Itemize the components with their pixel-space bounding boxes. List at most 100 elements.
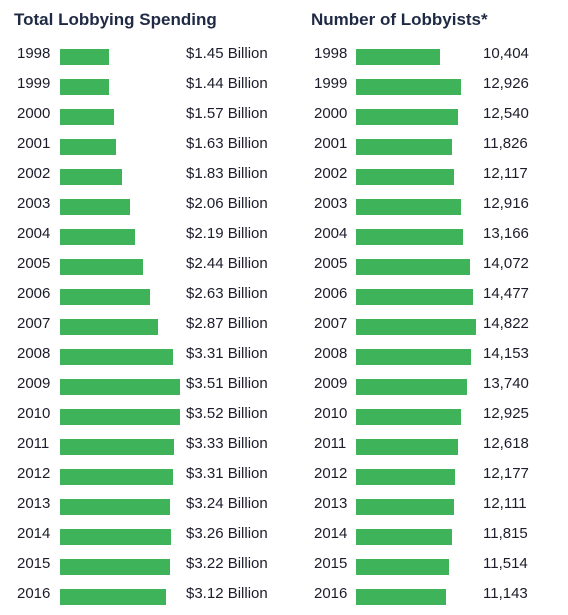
- value-label: 12,926: [483, 75, 529, 92]
- value-label: $2.87 Billion: [186, 315, 268, 332]
- bar-row: 2016 11,143: [300, 581, 568, 611]
- bar-row: 2015 11,514: [300, 551, 568, 581]
- chart-title: Total Lobbying Spending: [14, 10, 217, 29]
- bar-row: 2001 11,826: [300, 131, 568, 161]
- bar-row: 2009 $3.51 Billion: [0, 371, 290, 401]
- bar-row: 1999 $1.44 Billion: [0, 71, 290, 101]
- value-label: $1.44 Billion: [186, 75, 268, 92]
- bar: [60, 259, 143, 275]
- bar: [60, 529, 171, 545]
- bar: [356, 319, 476, 335]
- value-label: $3.22 Billion: [186, 555, 268, 572]
- year-label: 2006: [314, 285, 348, 302]
- year-label: 2005: [314, 255, 348, 272]
- year-label: 2005: [17, 255, 51, 272]
- bar: [60, 199, 130, 215]
- value-label: $1.45 Billion: [186, 45, 268, 62]
- bar-row: 2007 14,822: [300, 311, 568, 341]
- year-label: 2014: [17, 525, 51, 542]
- bar: [60, 229, 135, 245]
- year-label: 2001: [17, 135, 51, 152]
- bar-row: 2000 12,540: [300, 101, 568, 131]
- bar: [60, 169, 122, 185]
- value-label: $3.31 Billion: [186, 345, 268, 362]
- value-label: 12,111: [483, 495, 527, 512]
- bar-row: 2016 $3.12 Billion: [0, 581, 290, 611]
- bar: [60, 79, 109, 95]
- bar: [356, 169, 454, 185]
- bar-rows: 1998 $1.45 Billion 1999 $1.44 Billion 2000 $1…: [0, 45, 290, 611]
- year-label: 2003: [314, 195, 348, 212]
- bar-row: 2005 14,072: [300, 251, 568, 281]
- year-label: 2004: [314, 225, 348, 242]
- bar: [60, 469, 173, 485]
- year-label: 1999: [314, 75, 348, 92]
- value-label: $1.83 Billion: [186, 165, 268, 182]
- value-label: $2.63 Billion: [186, 285, 268, 302]
- year-label: 1998: [314, 45, 348, 62]
- bar-row: 2004 13,166: [300, 221, 568, 251]
- lobbyists-chart: Number of Lobbyists* 1998 10,404 1999 12,92…: [300, 0, 568, 615]
- value-label: 12,177: [483, 465, 529, 482]
- year-label: 2009: [17, 375, 51, 392]
- year-label: 2007: [314, 315, 348, 332]
- year-label: 2010: [314, 405, 348, 422]
- bar: [60, 409, 180, 425]
- year-label: 2008: [314, 345, 348, 362]
- value-label: $3.12 Billion: [186, 585, 268, 602]
- value-label: 14,153: [483, 345, 529, 362]
- bar-row: 1999 12,926: [300, 71, 568, 101]
- year-label: 2011: [314, 435, 347, 452]
- year-label: 2010: [17, 405, 51, 422]
- bar-row: 2015 $3.22 Billion: [0, 551, 290, 581]
- bar: [356, 109, 458, 125]
- bar: [60, 559, 170, 575]
- bar-row: 1998 10,404: [300, 41, 568, 71]
- value-label: 12,117: [483, 165, 528, 182]
- value-label: $3.52 Billion: [186, 405, 268, 422]
- bar-rows: 1998 10,404 1999 12,926 2000 12,540 2001 11,826…: [300, 0, 568, 615]
- bar-row: 2001 $1.63 Billion: [0, 131, 290, 161]
- value-label: 13,740: [483, 375, 529, 392]
- bar: [356, 559, 449, 575]
- year-label: 2003: [17, 195, 51, 212]
- value-label: 12,618: [483, 435, 529, 452]
- year-label: 2009: [314, 375, 348, 392]
- bar-row: 2007 $2.87 Billion: [0, 311, 290, 341]
- value-label: 11,826: [483, 135, 528, 152]
- bar: [356, 439, 458, 455]
- year-label: 2015: [17, 555, 51, 572]
- bar: [60, 349, 173, 365]
- bar: [60, 319, 158, 335]
- bar-row: 2013 $3.24 Billion: [0, 491, 290, 521]
- value-label: $2.19 Billion: [186, 225, 268, 242]
- value-label: 12,540: [483, 105, 529, 122]
- bar-row: 2002 12,117: [300, 161, 568, 191]
- bar-row: 2014 11,815: [300, 521, 568, 551]
- bar-row: 2002 $1.83 Billion: [0, 161, 290, 191]
- year-label: 2002: [17, 165, 51, 182]
- chart-title: Number of Lobbyists*: [311, 10, 488, 29]
- bar-row: 2000 $1.57 Billion: [0, 101, 290, 131]
- value-label: 13,166: [483, 225, 529, 242]
- year-label: 2015: [314, 555, 348, 572]
- value-label: $2.44 Billion: [186, 255, 268, 272]
- year-label: 2007: [17, 315, 51, 332]
- value-label: 14,477: [483, 285, 529, 302]
- year-label: 2013: [314, 495, 348, 512]
- year-label: 2012: [314, 465, 348, 482]
- bar-row: 2006 $2.63 Billion: [0, 281, 290, 311]
- year-label: 2006: [17, 285, 51, 302]
- bar-row: 2006 14,477: [300, 281, 568, 311]
- value-label: 10,404: [483, 45, 529, 62]
- bar: [356, 469, 455, 485]
- value-label: $1.63 Billion: [186, 135, 268, 152]
- bar-row: 2005 $2.44 Billion: [0, 251, 290, 281]
- value-label: 11,143: [483, 585, 528, 602]
- year-label: 2001: [314, 135, 348, 152]
- bar-row: 2014 $3.26 Billion: [0, 521, 290, 551]
- year-label: 2011: [17, 435, 50, 452]
- bar: [356, 379, 467, 395]
- bar: [356, 499, 454, 515]
- bar: [356, 349, 471, 365]
